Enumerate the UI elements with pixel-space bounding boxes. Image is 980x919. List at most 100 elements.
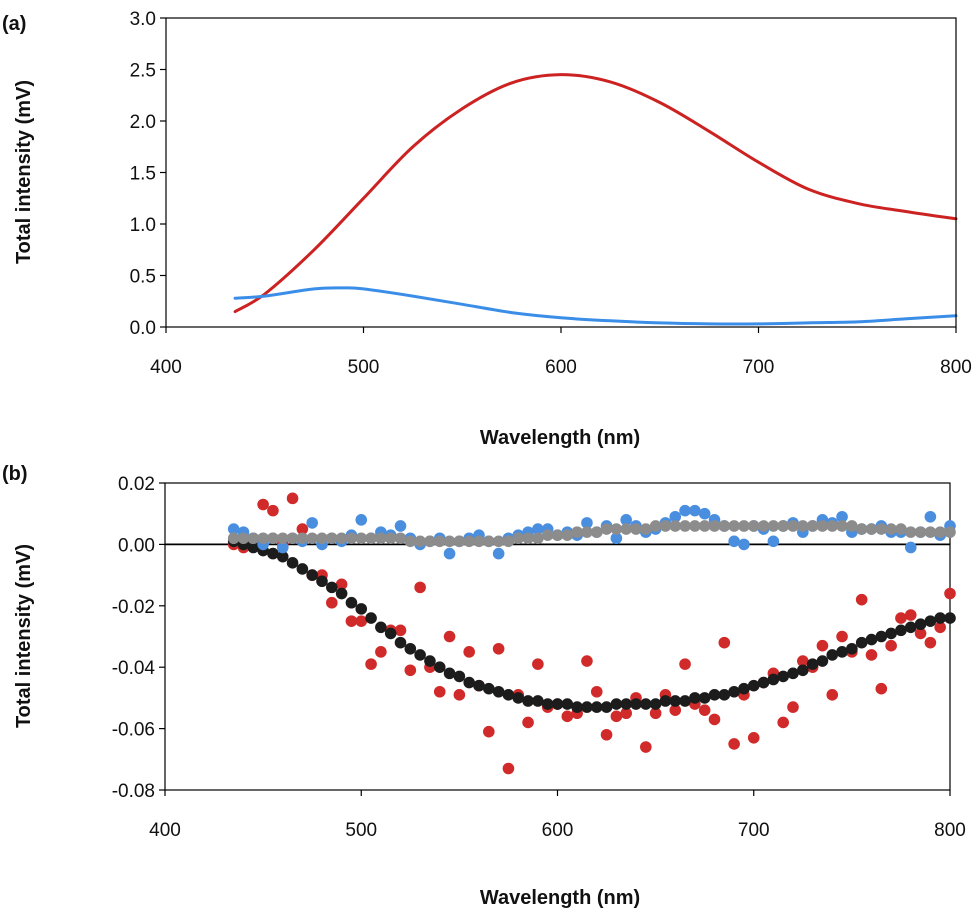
panel-b-series-2-point [855,636,868,649]
panel-b-series-1-point [267,504,279,517]
panel-b-series-2-point [689,692,701,704]
panel-b-series-4-point [738,520,750,532]
panel-b-series-2-point [443,667,456,680]
panel-b-series-2-point [267,547,279,560]
panel-b-series-2-point [453,670,466,683]
panel-b-series-2-point [414,649,426,661]
panel-b-series-4-point [296,532,309,545]
panel-b-series-2-point [532,695,544,707]
panel-b-series-4-point [257,532,269,545]
panel-b-series-4-point [600,523,613,535]
panel-b-series-1-point [620,707,632,720]
panel-b-series-1-point [718,636,731,649]
panel-b-series-2-point [551,698,564,710]
panel-b-label: (b) [2,463,28,485]
panel-b-series-4-point [914,526,927,538]
panel-b-series-2-point [728,685,740,698]
panel-b-x-tick-label: 700 [738,820,770,841]
panel-b-series-3-point [698,507,711,520]
panel-b-series-4-point [433,535,446,548]
panel-b-series-4-point [365,532,377,545]
panel-b-series-1-point [463,646,475,658]
panel-b-series-1-point [600,728,613,741]
panel-b-series-4-point [747,520,760,532]
panel-b-series-4-point [885,523,897,535]
panel-b-series-2-point [512,692,525,704]
panel-b-series-1-point [875,682,888,695]
panel-b-y-tick-label: 0.00 [118,535,155,556]
panel-b-series-1-point [414,581,426,594]
panel-b-series-3-point [738,538,750,551]
panel-b-series-2-point [610,698,623,710]
panel-b-series-2-point [640,698,652,710]
panel-b-series-4-point [846,520,858,532]
panel-b-series-4-point [561,529,574,541]
panel-b-series-4-point [541,529,554,541]
panel-b-series-1-point [355,615,368,627]
panel-b-series-2-point [571,701,583,713]
panel-a-x-tick-label: 600 [545,357,577,378]
panel-b-series-4-point [640,523,652,535]
panel-b: (b) 0.02 0.00 -0.02 -0.04 -0.06 -0.08 400 500 6… [2,463,966,909]
panel-b-series-1-point [404,664,417,677]
panel-b-series-4-point [335,532,348,545]
panel-b-series-1-point [797,655,809,667]
panel-b-series-1-point [679,658,691,670]
panel-b-series-1-point [532,658,544,670]
panel-b-series-4-point [551,529,564,541]
panel-b-series-2-point [836,646,848,658]
panel-a-label: (a) [2,13,26,35]
panel-a-x-tick-label: 700 [743,357,775,378]
panel-b-series-1-point [698,704,711,716]
panel-b-series-1-point [816,639,829,652]
panel-b-series-2-point [581,701,593,713]
panel-b-series-2-point [787,667,799,680]
panel-b-series-3-point [904,541,917,554]
panel-b-y-tick-label: 0.02 [118,474,155,495]
panel-b-series-2-point [424,655,436,667]
panel-a-x-tick-label: 800 [940,357,972,378]
panel-b-series-2-point [286,557,299,569]
panel-b-y-tick-label: -0.08 [112,781,155,802]
panel-b-series-4-point [522,532,534,545]
panel-b-series-4-point [414,535,426,548]
panel-b-series-1-point [433,685,446,698]
panel-b-series-2-point [747,679,760,692]
panel-b-series-4-point [473,535,485,548]
panel-b-series-3-point [767,535,780,548]
panel-b-series-4-point [816,520,829,532]
panel-b-series-3-point [276,541,289,554]
panel-b-series-4-point [757,520,770,532]
panel-b-series-4-point [689,520,701,532]
panel-b-series-3-point [669,510,682,523]
panel-b-series-1-point [375,646,387,658]
panel-b-series-3-point [581,517,593,529]
panel-b-series-3-point [443,547,456,560]
panel-b-series-4-point [826,520,839,532]
panel-b-series-4-point [797,520,809,532]
panel-a-x-tick-label: 400 [150,357,182,378]
panel-b-series-3-point [227,523,240,535]
panel-b-series-4-point [571,526,583,538]
panel-b-series-4-point [345,532,358,545]
panel-b-series-4-point [659,520,672,532]
panel-b-series-2-point [924,615,937,627]
panel-b-marks [227,492,956,775]
panel-b-series-1-point [443,630,456,643]
panel-a-x-ticks: 400 500 600 700 800 [150,327,972,378]
panel-b-series-4-point [865,523,878,535]
panel-b-series-4-point [384,532,397,545]
panel-b-series-1-point [286,492,299,505]
panel-b-series-1-point [590,685,603,698]
panel-b-series-4-point [394,532,407,545]
panel-b-series-4-point [492,535,505,548]
panel-a-series-1-line [233,73,958,314]
panel-a-plot-frame [165,17,957,328]
panel-a-y-tick-label: 2.0 [130,112,156,133]
panel-b-series-2-point [846,642,858,655]
panel-b-series-4-point [453,535,466,548]
panel-b-series-2-point [826,649,839,661]
panel-b-series-1-point [257,498,269,511]
panel-b-series-4-point [286,532,299,545]
panel-b-series-4-point [904,526,917,538]
